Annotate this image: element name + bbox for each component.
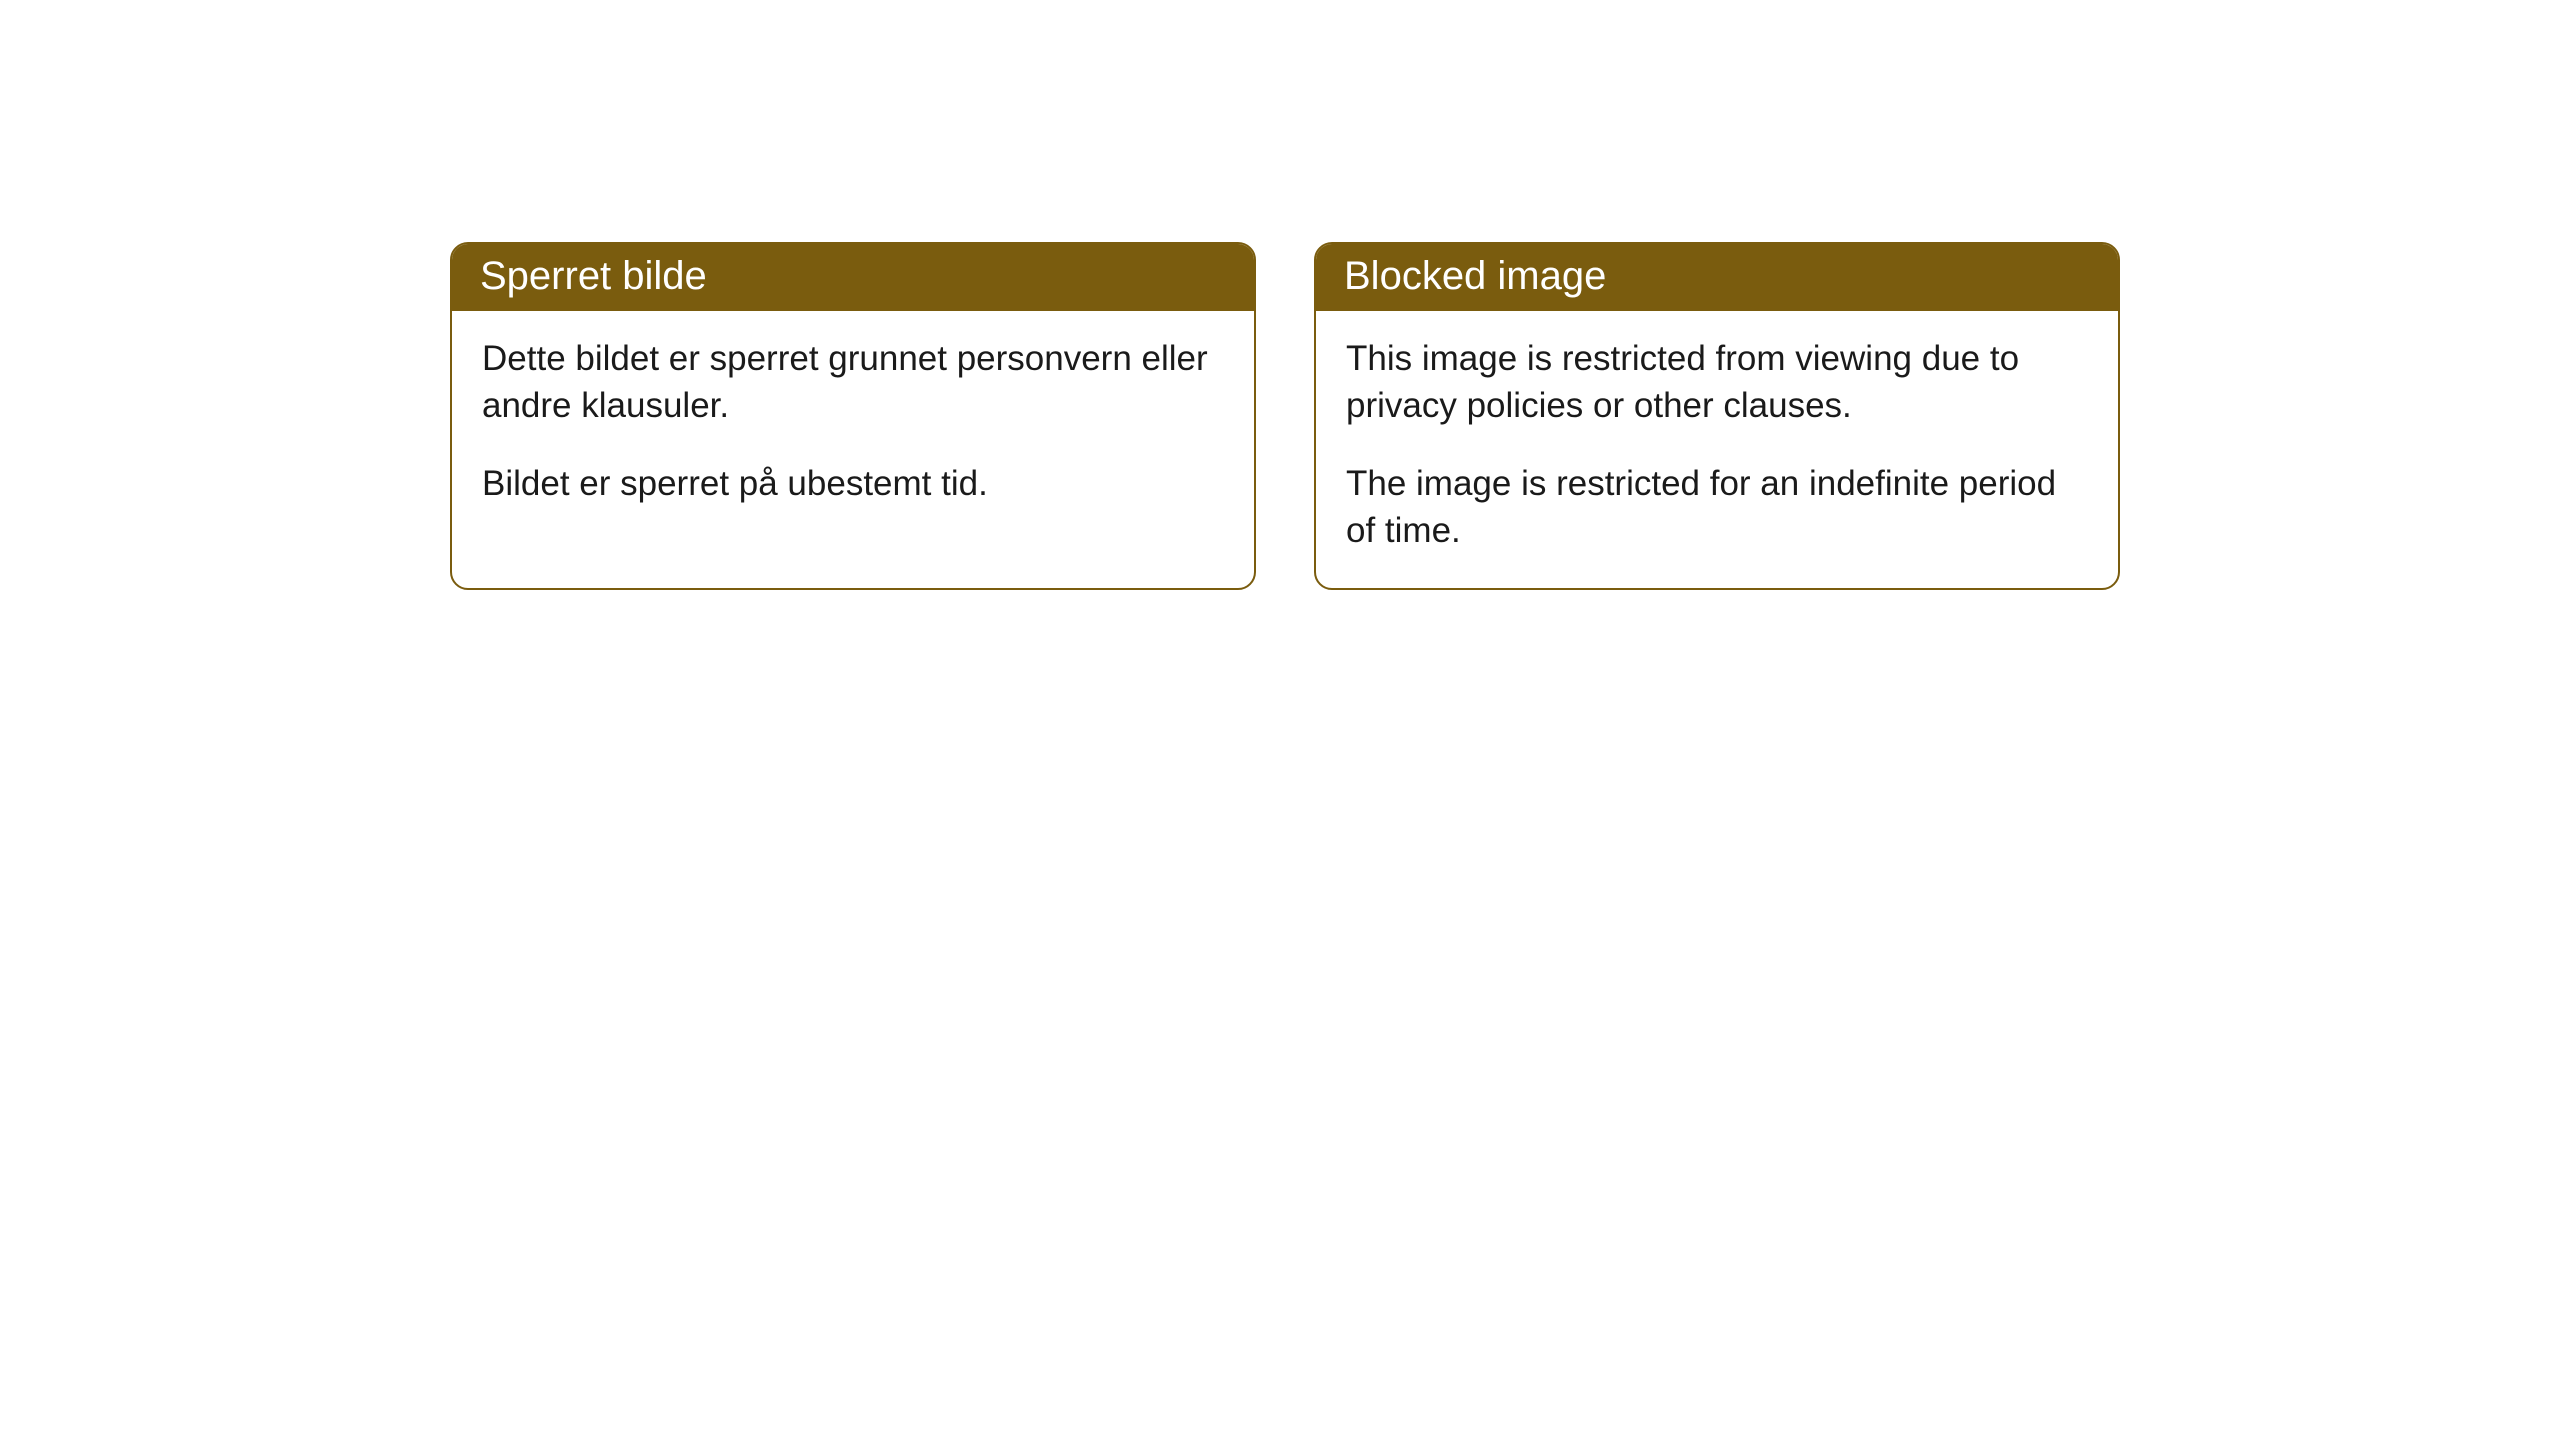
notice-header-norwegian: Sperret bilde (452, 244, 1254, 311)
notice-header-english: Blocked image (1316, 244, 2118, 311)
notice-container: Sperret bilde Dette bildet er sperret gr… (0, 0, 2560, 590)
notice-card-english: Blocked image This image is restricted f… (1314, 242, 2120, 590)
notice-paragraph-1-norwegian: Dette bildet er sperret grunnet personve… (482, 335, 1224, 430)
notice-paragraph-2-norwegian: Bildet er sperret på ubestemt tid. (482, 460, 1224, 507)
notice-body-english: This image is restricted from viewing du… (1316, 311, 2118, 588)
notice-body-norwegian: Dette bildet er sperret grunnet personve… (452, 311, 1254, 541)
notice-paragraph-1-english: This image is restricted from viewing du… (1346, 335, 2088, 430)
notice-card-norwegian: Sperret bilde Dette bildet er sperret gr… (450, 242, 1256, 590)
notice-paragraph-2-english: The image is restricted for an indefinit… (1346, 460, 2088, 555)
